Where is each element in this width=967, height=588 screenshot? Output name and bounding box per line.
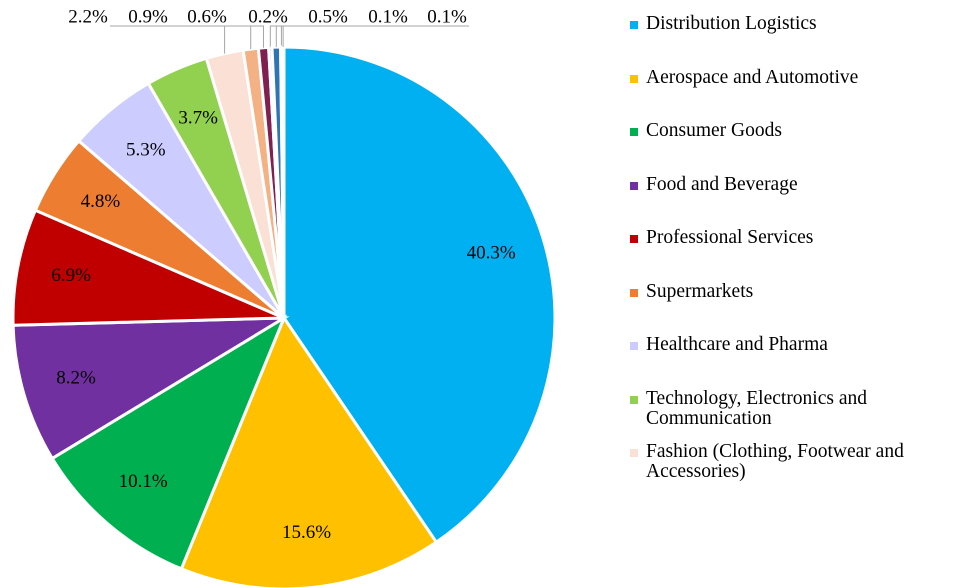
legend-swatch bbox=[630, 128, 638, 136]
pie-slice bbox=[282, 45, 557, 545]
legend-swatch bbox=[630, 449, 638, 457]
data-label: 40.3% bbox=[467, 243, 516, 264]
legend-label: Distribution Logistics bbox=[646, 13, 817, 34]
data-label: 3.7% bbox=[178, 107, 218, 128]
leader-line bbox=[110, 25, 226, 54]
data-label: 0.6% bbox=[187, 6, 227, 27]
chart: 40.3% 15.6% 10.1% 8.2% 6.9% 4.8% 5.3% 3.7% 2.2% 0… bbox=[11, 6, 557, 588]
data-label: 8.2% bbox=[56, 367, 96, 388]
leader-line bbox=[280, 25, 410, 48]
legend-item: Food and Beverage bbox=[630, 173, 798, 195]
data-label: 0.1% bbox=[368, 6, 408, 27]
pie-slice bbox=[50, 314, 288, 571]
legend-label: Food and Beverage bbox=[646, 173, 798, 195]
legend-item: Professional Services bbox=[630, 228, 813, 248]
legend-item: Supermarkets bbox=[630, 280, 754, 302]
leader-line bbox=[269, 25, 290, 48]
pie-slice bbox=[11, 208, 285, 327]
legend-label: Fashion (Clothing, Footwear and Accessor… bbox=[646, 441, 904, 482]
legend-item: Distribution Logistics bbox=[630, 14, 817, 34]
legend-swatch bbox=[630, 235, 638, 243]
legend-label: Professional Services bbox=[646, 227, 814, 248]
legend-item: Consumer Goods bbox=[630, 121, 782, 141]
leader-line bbox=[170, 25, 252, 50]
legend-item: Healthcare and Pharma bbox=[630, 335, 828, 355]
data-label: 0.9% bbox=[128, 6, 168, 27]
legend-item: Technology, Electronics and Communicatio… bbox=[630, 387, 946, 429]
data-label: 2.2% bbox=[68, 6, 108, 27]
legend-swatch bbox=[630, 181, 638, 190]
data-label: 6.9% bbox=[51, 265, 91, 286]
pie-slice bbox=[280, 45, 286, 319]
legend-item: Aerospace and Automotive bbox=[630, 66, 859, 88]
legend-item: Fashion (Clothing, Footwear and Accessor… bbox=[630, 442, 946, 482]
legend-label: Consumer Goods bbox=[646, 120, 782, 141]
data-label: 15.6% bbox=[282, 522, 331, 543]
leader-line bbox=[229, 25, 264, 48]
legend-swatch bbox=[630, 342, 638, 350]
legend-label: Healthcare and Pharma bbox=[646, 334, 828, 355]
data-label: 4.8% bbox=[81, 191, 121, 212]
legend-swatch bbox=[630, 74, 638, 83]
legend-swatch bbox=[630, 21, 638, 29]
leader-line bbox=[282, 25, 469, 48]
legend-swatch bbox=[630, 288, 638, 297]
legend-label: Technology, Electronics and Communicatio… bbox=[646, 387, 868, 429]
pie-slice bbox=[11, 316, 290, 461]
data-label: 5.3% bbox=[126, 139, 166, 160]
data-label: 0.2% bbox=[248, 6, 288, 27]
legend-label: Aerospace and Automotive bbox=[646, 66, 859, 88]
data-label: 0.5% bbox=[308, 6, 348, 27]
data-label: 10.1% bbox=[119, 471, 168, 492]
data-label: 0.1% bbox=[427, 6, 467, 27]
leader-line bbox=[275, 25, 350, 48]
legend-label: Supermarkets bbox=[646, 280, 754, 302]
legend-swatch bbox=[630, 395, 638, 404]
